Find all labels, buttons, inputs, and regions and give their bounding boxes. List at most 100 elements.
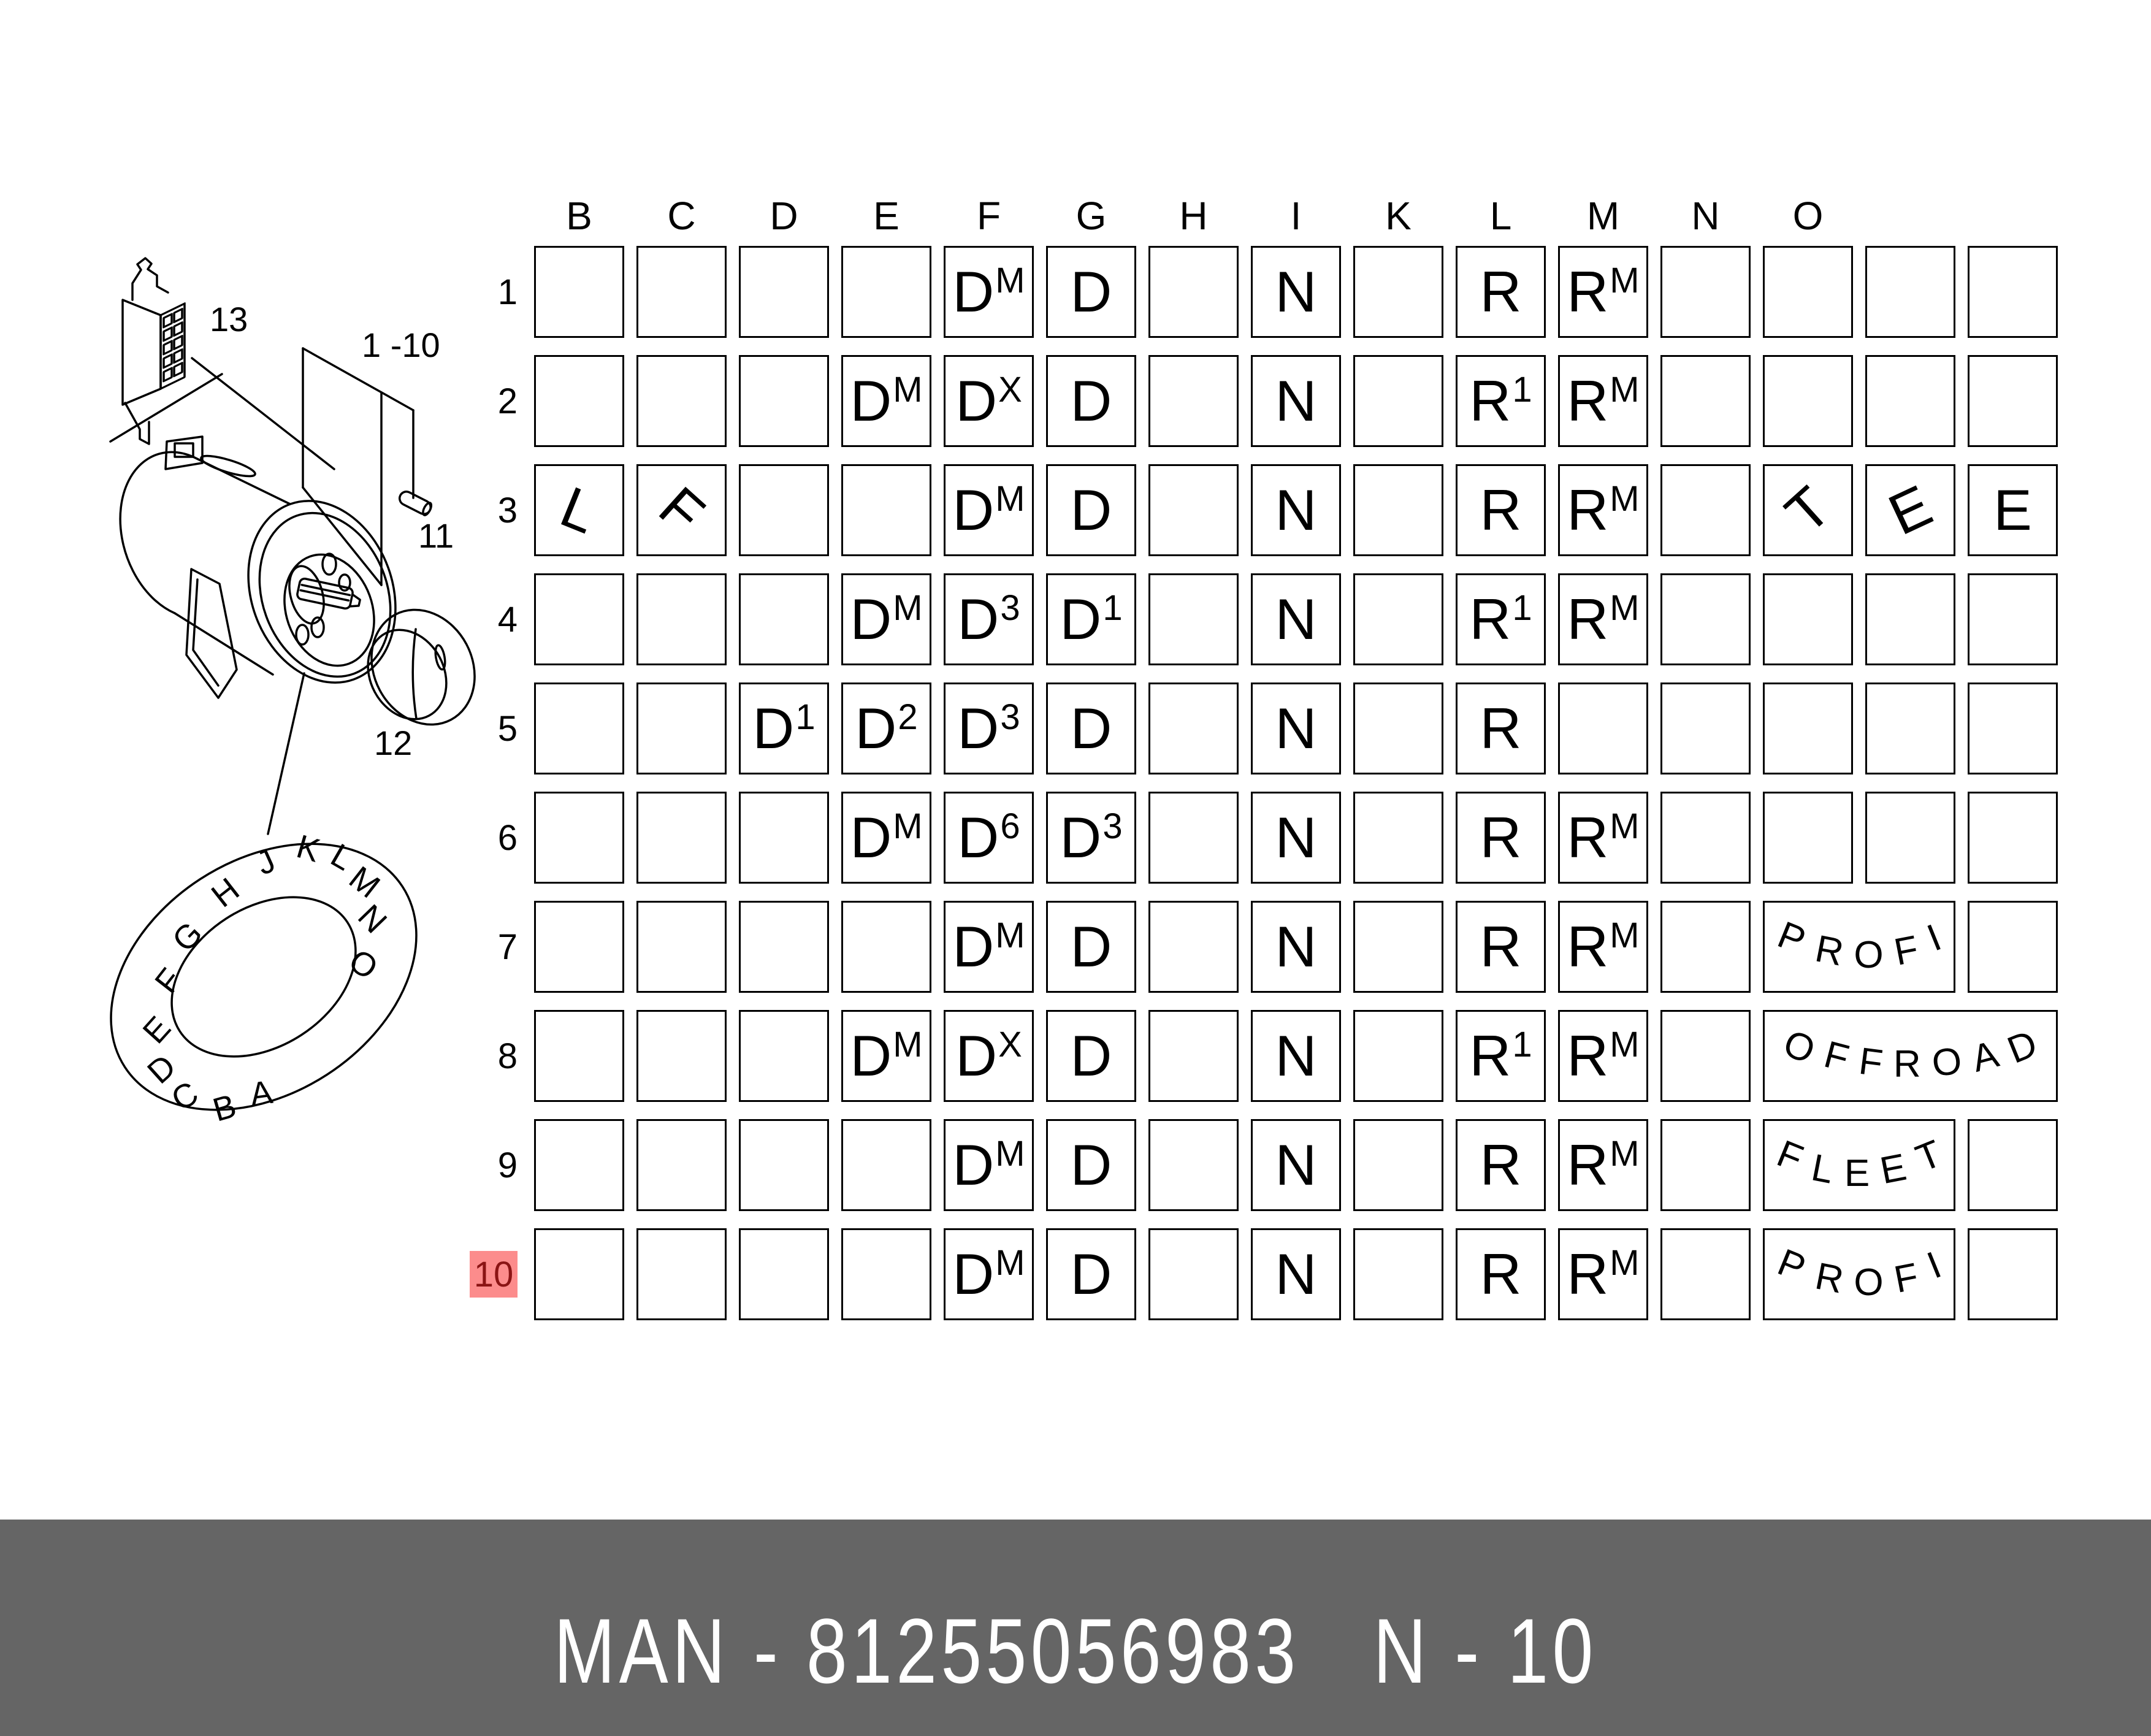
grid-cell-empty [739, 573, 829, 665]
grid-cell-empty [1968, 792, 2058, 884]
cell-main-letter: R [1480, 1133, 1522, 1197]
cell-main-letter: D [952, 914, 995, 979]
dial-letter-M: M [342, 859, 386, 905]
grid-cell-empty [1660, 1119, 1751, 1211]
word-letter: R [1893, 1043, 1921, 1085]
dial-letter-L: L [324, 836, 359, 878]
cell-main-letter: D [1070, 259, 1112, 324]
word-letter: F [1820, 1033, 1854, 1080]
grid-cell-empty [1148, 1010, 1239, 1102]
grid-cell-empty [1660, 355, 1751, 447]
grid-cell-empty [1148, 1228, 1239, 1320]
grid-cell-empty [1763, 573, 1853, 665]
cell-main-letter: N [1275, 259, 1317, 324]
grid-cell-empty [1660, 1010, 1751, 1102]
grid-cell: F [636, 464, 727, 556]
grid-cell-empty [1353, 464, 1443, 556]
cell-main-letter: R [1480, 805, 1522, 870]
cell-main-letter: D [952, 1133, 995, 1197]
grid-cell: D [1046, 246, 1136, 338]
grid-cell-empty [841, 1228, 931, 1320]
grid-cell-empty [1353, 792, 1443, 884]
cell-main-letter: R [1480, 478, 1522, 542]
grid-cell-empty [534, 355, 624, 447]
cell-index-letter: 3 [1000, 697, 1020, 737]
cell-index-letter: 1 [1102, 588, 1123, 628]
grid-cell-empty [534, 246, 624, 338]
cell-main-letter: N [1275, 369, 1317, 433]
row-number-10: 10 [429, 1228, 526, 1320]
grid-cell-empty [636, 573, 727, 665]
grid-cell: N [1251, 1228, 1341, 1320]
grid-cell-empty [1148, 355, 1239, 447]
grid-cell-empty [534, 1228, 624, 1320]
word-letter: T [1909, 1132, 1947, 1180]
cell-main-letter: R [1480, 696, 1522, 760]
cell-main-letter: D [850, 805, 892, 870]
row-number-5: 5 [497, 708, 518, 749]
cell-main-letter: R [1469, 1023, 1511, 1088]
grid-cell: E [1865, 464, 1955, 556]
row-number-6: 6 [497, 817, 518, 858]
footer-part-number: MAN - 81255056983 [554, 1599, 1300, 1702]
connector-13-drawing [121, 257, 186, 445]
grid-cell: N [1251, 901, 1341, 993]
grid-cell: R [1456, 246, 1546, 338]
grid-cell-empty [1968, 355, 2058, 447]
grid-cell-empty [1148, 246, 1239, 338]
grid-cell-empty [636, 355, 727, 447]
cell-index-letter: X [998, 370, 1022, 410]
switch-body-drawing [119, 435, 397, 699]
column-header-H: H [1179, 194, 1208, 238]
grid-cell-empty [841, 246, 931, 338]
dial-letter-K: K [292, 828, 324, 870]
grid-cell-empty [636, 901, 727, 993]
cell-index-letter: 3 [1102, 806, 1123, 846]
word-letter: F [1890, 1255, 1922, 1301]
cell-main-letter: R [1567, 1242, 1609, 1306]
label-12: 12 [374, 724, 412, 762]
grid-cell-empty [1353, 901, 1443, 993]
grid-cell-empty [1148, 683, 1239, 774]
grid-cell-empty [1353, 1228, 1443, 1320]
grid-cell-empty [534, 573, 624, 665]
word-letter: O [1929, 1039, 1965, 1085]
cell-index-letter: M [1610, 370, 1640, 410]
grid-cell-empty [739, 464, 829, 556]
cell-index-letter: M [1610, 916, 1640, 955]
cell-main-letter: D [850, 369, 892, 433]
cell-main-letter: R [1480, 259, 1522, 324]
grid-cell-empty [1763, 355, 1853, 447]
cell-main-letter: D [957, 587, 999, 651]
cell-main-letter: D [952, 259, 995, 324]
grid-cell-empty [739, 355, 829, 447]
dial-letter-H: H [205, 871, 246, 914]
grid-cell-empty [1968, 901, 2058, 993]
grid-cell-empty [1865, 355, 1955, 447]
pin-11-drawing [398, 490, 433, 516]
row-number-1: 1 [497, 272, 518, 312]
cell-main-letter: D [1070, 369, 1112, 433]
grid-cell-empty [1968, 1119, 2058, 1211]
grid-cell: D [1046, 355, 1136, 447]
positions-range-bracket [302, 347, 415, 586]
grid-cell: N [1251, 683, 1341, 774]
cell-main-letter: R [1567, 259, 1609, 324]
cell-main-letter: R [1567, 1023, 1609, 1088]
cell-index-letter: 1 [795, 697, 816, 737]
cell-index-letter: X [998, 1025, 1022, 1065]
cell-index-letter: M [995, 261, 1025, 300]
highlighted-row-badge: 10 [470, 1251, 518, 1298]
column-header-F: F [976, 194, 1001, 238]
grid-cell: N [1251, 1119, 1341, 1211]
grid-cell-empty [1148, 573, 1239, 665]
